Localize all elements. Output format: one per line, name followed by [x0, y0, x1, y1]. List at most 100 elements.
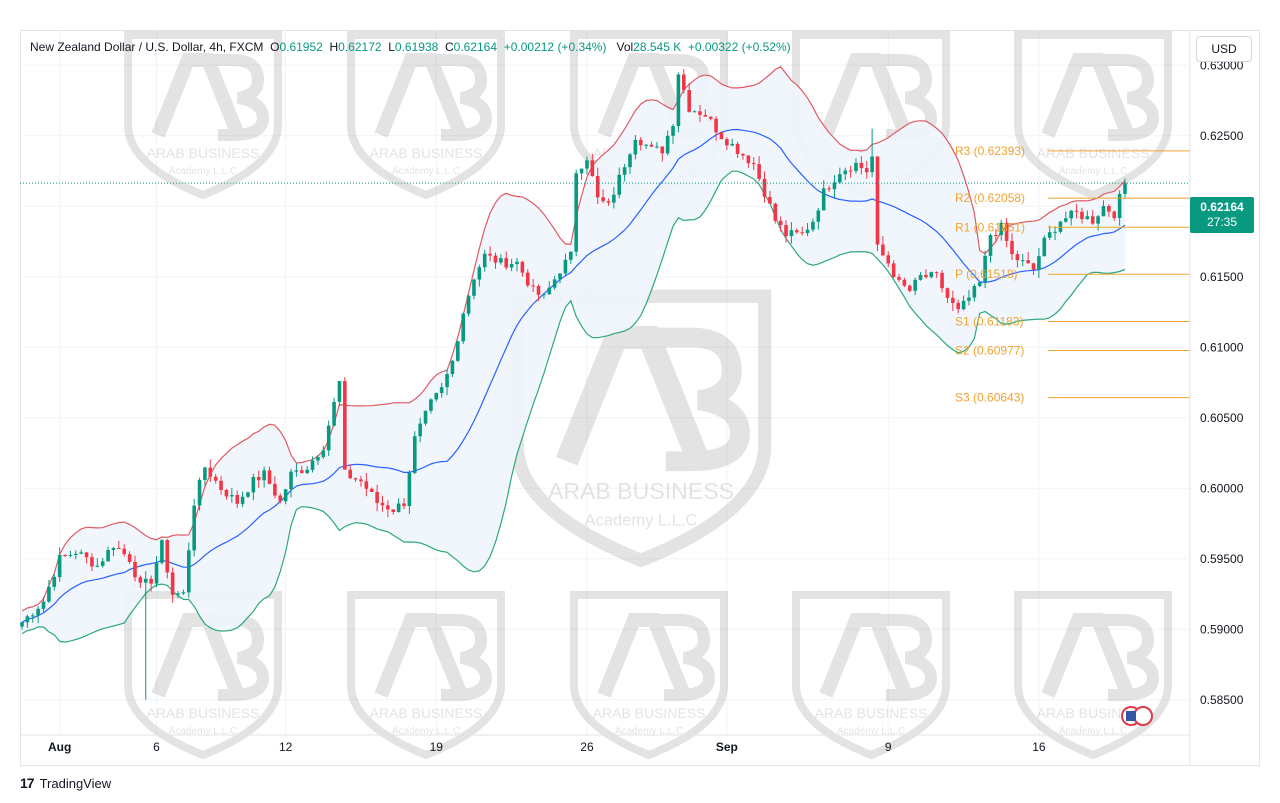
watermark-text: ARAB BUSINESS: [593, 705, 706, 721]
candle-body: [552, 279, 557, 288]
candle-body: [633, 139, 638, 155]
candle-body: [450, 360, 455, 375]
candle: [127, 551, 132, 564]
candle-body: [396, 503, 401, 512]
candle-body: [337, 381, 342, 402]
low-label: L: [388, 40, 395, 54]
candle: [816, 207, 821, 230]
candle-body: [1031, 263, 1036, 270]
candle: [1096, 215, 1100, 231]
candle-body: [224, 489, 229, 497]
candle: [359, 475, 363, 487]
watermark-letter-a: [556, 325, 710, 466]
candle: [380, 495, 385, 512]
candle-body: [773, 203, 778, 221]
candle-body: [719, 132, 724, 140]
bar-countdown: 27:35: [1206, 215, 1238, 229]
candle-body: [203, 467, 207, 480]
candle: [117, 540, 121, 550]
candle: [811, 218, 815, 232]
candle: [542, 293, 546, 299]
candle-body: [638, 139, 643, 146]
candle-body: [273, 483, 277, 496]
candle: [536, 284, 541, 301]
pivot-label-s3: S3 (0.60643): [955, 391, 1024, 405]
candle-body: [902, 279, 907, 286]
candle-body: [316, 457, 320, 461]
candle-body: [63, 555, 67, 557]
candle: [768, 191, 772, 204]
watermark-subtext: Academy L.L.C: [837, 726, 905, 737]
candle: [246, 491, 250, 498]
candle: [547, 281, 552, 295]
candle: [1015, 250, 1020, 268]
candle: [181, 589, 186, 595]
open-value: 0.61952: [279, 40, 323, 54]
candle-body: [569, 251, 573, 260]
candle: [628, 152, 632, 174]
candle-body: [687, 90, 691, 112]
candle: [332, 397, 336, 427]
candle-body: [181, 592, 186, 594]
candle: [579, 168, 584, 180]
tradingview-footer[interactable]: 17 TradingView: [20, 775, 111, 791]
candle-body: [256, 476, 261, 481]
candle: [956, 299, 961, 314]
watermark-letter-a: [597, 613, 691, 698]
candle-body: [1117, 193, 1122, 219]
candle-body: [988, 235, 993, 256]
candle: [262, 466, 266, 488]
candle: [789, 222, 794, 244]
candle-body: [622, 167, 627, 175]
candle-body: [585, 160, 589, 169]
chart-frame[interactable]: [20, 30, 1260, 766]
watermark-shield-icon: [347, 591, 505, 760]
watermark-text: ARAB BUSINESS: [1037, 145, 1150, 161]
candle-body: [251, 476, 256, 493]
candle-body: [574, 173, 578, 252]
watermark-text: ARAB BUSINESS: [548, 478, 734, 504]
candle: [606, 198, 611, 206]
candle: [504, 251, 509, 270]
candle-body: [832, 182, 837, 190]
candle-body: [999, 222, 1004, 236]
currency-button[interactable]: USD: [1196, 36, 1252, 62]
candle: [719, 132, 724, 140]
candle-body: [714, 118, 718, 133]
candle: [337, 381, 342, 406]
candle-body: [531, 285, 535, 287]
candle-body: [418, 423, 422, 437]
candle-body: [918, 274, 923, 280]
candle: [95, 558, 100, 568]
candle: [321, 445, 326, 459]
candle: [434, 392, 439, 402]
watermark-letter-a: [151, 53, 245, 138]
candle-body: [353, 478, 358, 480]
watermark-shield-icon: [1014, 591, 1172, 760]
us-flag-icon: [1121, 706, 1153, 726]
candle-body: [961, 300, 966, 310]
candle-body: [671, 126, 675, 136]
watermark-subtext: Academy L.L.C: [392, 726, 460, 737]
candle: [525, 269, 530, 288]
candle-body: [343, 381, 347, 470]
candle-body: [434, 393, 439, 400]
candle-body: [143, 578, 148, 583]
candle-body: [235, 494, 240, 504]
watermark-letter-b: [1098, 54, 1160, 141]
candle-body: [488, 253, 492, 256]
y-tick-label: 0.62500: [1200, 129, 1244, 143]
candle-body: [972, 286, 977, 298]
candle: [676, 72, 681, 133]
open-label: O: [270, 40, 280, 54]
watermark-logo-large: ARAB BUSINESS Academy L.L.C: [510, 289, 772, 568]
candle: [864, 161, 869, 179]
candle-body: [386, 505, 390, 510]
candle: [461, 312, 465, 345]
candle-body: [391, 509, 396, 512]
watermark-logo: ARAB BUSINESS Academy L.L.C: [124, 31, 282, 200]
candle: [90, 553, 94, 572]
candle-body: [36, 608, 40, 616]
candle-body: [230, 494, 234, 497]
